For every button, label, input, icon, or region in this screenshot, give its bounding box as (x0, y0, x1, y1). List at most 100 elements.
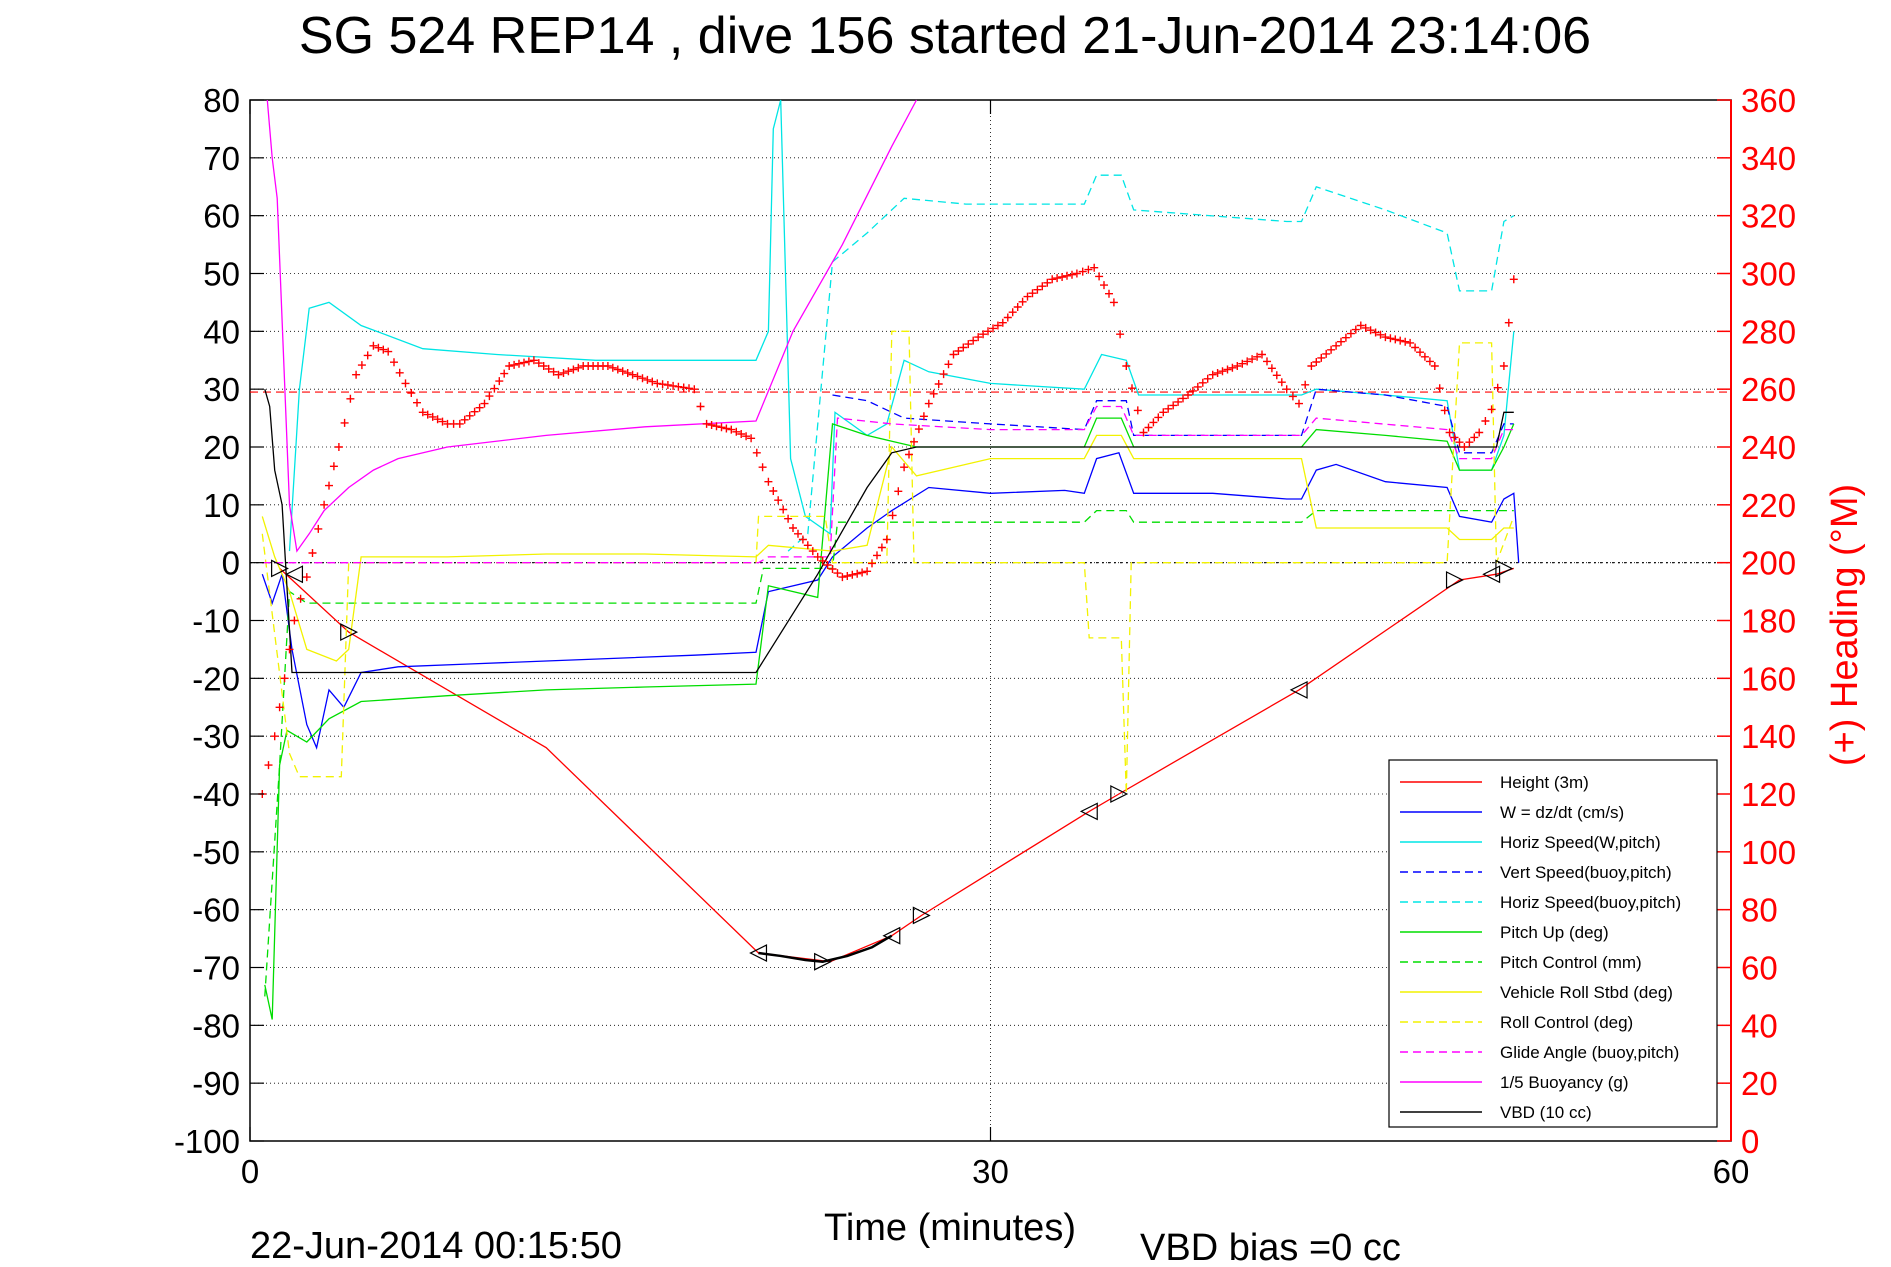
heading-mark (838, 573, 847, 582)
heading-mark (302, 573, 311, 582)
heading-mark (618, 367, 627, 376)
heading-mark (727, 425, 736, 434)
heading-mark (1416, 348, 1424, 357)
heading-mark (544, 364, 553, 373)
heading-mark (510, 360, 519, 369)
heading-mark (954, 347, 963, 355)
heading-mark (1198, 378, 1207, 387)
heading-mark (1233, 362, 1242, 370)
heading-mark (346, 394, 355, 403)
heading-mark (1090, 263, 1099, 272)
heading-mark (747, 434, 756, 443)
heading-mark (1258, 350, 1266, 359)
heading-mark (1058, 273, 1067, 281)
heading-mark (1164, 404, 1173, 413)
heading-mark (1048, 275, 1057, 284)
heading-mark (1053, 274, 1062, 283)
heading-mark (813, 552, 822, 561)
heading-mark (685, 384, 693, 393)
heading-mark (1063, 271, 1071, 280)
heading-mark (798, 535, 807, 544)
heading-mark (690, 385, 699, 394)
heading-mark (1208, 370, 1217, 379)
heading-mark (334, 443, 343, 451)
heading-mark (905, 450, 913, 459)
y-tick-label: -50 (192, 834, 240, 871)
heading-mark (1465, 438, 1474, 447)
height-marker (1445, 571, 1464, 589)
heading-mark (1133, 406, 1142, 415)
heading-mark (1159, 408, 1168, 417)
heading-mark (1179, 394, 1187, 403)
heading-mark (833, 569, 842, 578)
y2-tick-label: 60 (1741, 950, 1778, 987)
heading-mark (413, 398, 421, 407)
heading-mark (658, 380, 667, 389)
legend-label: Vert Speed(buoy,pitch) (1500, 863, 1672, 882)
heading-mark (1003, 313, 1012, 322)
heading-mark (433, 415, 442, 424)
heading-mark (270, 732, 279, 741)
heading-mark (1435, 384, 1444, 393)
heading-mark (1109, 298, 1118, 307)
y2-tick-label: 80 (1741, 892, 1778, 929)
legend-label: 1/5 Buoyancy (g) (1500, 1073, 1629, 1092)
heading-mark (707, 421, 716, 429)
heading-mark (784, 514, 793, 523)
heading-mark (390, 358, 398, 367)
heading-mark (989, 324, 997, 333)
heading-mark (979, 330, 988, 339)
y2-tick-label: 120 (1741, 776, 1796, 813)
heading-mark (1272, 371, 1281, 380)
heading-mark (769, 487, 778, 495)
y-tick-label: -100 (174, 1123, 240, 1160)
height-marker (1110, 785, 1129, 803)
legend-label: Roll Control (deg) (1500, 1013, 1633, 1032)
y-tick-label: 60 (203, 198, 240, 235)
heading-mark (384, 347, 393, 356)
series-glide-angle-buoy-pitch (262, 405, 1514, 564)
heading-mark (803, 541, 812, 550)
y-tick-label: 50 (203, 256, 240, 293)
heading-mark (485, 392, 494, 401)
heading-mark (944, 360, 953, 369)
heading-mark (828, 565, 837, 573)
vbd-bias-label: VBD bias =0 cc (1140, 1227, 1401, 1262)
heading-mark (1420, 352, 1429, 361)
legend: Height (3m) W = dz/dt (cm/s) Horiz Speed(W… (1388, 759, 1718, 1128)
legend-label: Horiz Speed(W,pitch) (1500, 833, 1661, 852)
heading-mark (460, 415, 469, 424)
height-marker (271, 559, 289, 578)
heading-mark (1307, 362, 1316, 370)
legend-label: Height (3m) (1500, 773, 1589, 792)
heading-mark (779, 505, 788, 514)
y-tick-label: 30 (203, 371, 240, 408)
heading-mark (1327, 345, 1336, 354)
heading-mark (868, 559, 876, 568)
heading-mark (882, 535, 891, 544)
heading-mark (1317, 353, 1326, 362)
heading-mark (843, 572, 852, 580)
heading-mark (264, 761, 273, 770)
heading-mark (1122, 362, 1131, 370)
heading-mark (475, 403, 484, 412)
heading-mark (280, 674, 289, 683)
heading-mark (863, 567, 872, 576)
legend-label: Horiz Speed(buoy,pitch) (1500, 893, 1681, 912)
x-tick-label: 60 (1713, 1153, 1750, 1190)
heading-mark (877, 543, 886, 552)
heading-mark (794, 529, 802, 538)
heading-mark (818, 556, 827, 565)
heading-mark (1282, 385, 1291, 394)
legend-label: Pitch Up (deg) (1500, 923, 1609, 942)
heading-mark (1356, 321, 1365, 330)
heading-mark (679, 383, 688, 392)
heading-mark (407, 389, 416, 397)
y-tick-label: -10 (192, 603, 240, 640)
y-tick-label: -30 (192, 718, 240, 755)
heading-mark (789, 524, 797, 532)
heading-mark (1504, 318, 1513, 327)
heading-mark (1455, 438, 1464, 447)
heading-mark (1411, 343, 1420, 352)
